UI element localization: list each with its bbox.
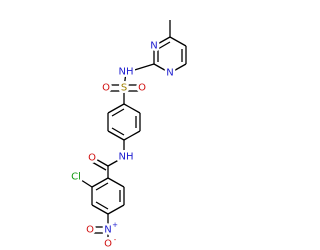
atom: N — [104, 225, 111, 236]
atom: N — [150, 41, 157, 52]
atom: O — [86, 225, 94, 236]
atom-labels: N N NH S O O NH O Cl N + O O - — [69, 38, 177, 250]
bonds — [77, 20, 187, 244]
atom: NH — [119, 67, 134, 78]
atom: N — [166, 68, 173, 79]
atom: O — [102, 83, 110, 94]
atom-charge: - — [114, 236, 117, 244]
atom: NH — [119, 152, 134, 163]
atom: Cl — [71, 172, 81, 183]
atom: S — [121, 83, 127, 94]
molecule: N N NH S O O NH O Cl N + O O - — [69, 20, 187, 250]
atom: O — [104, 239, 112, 250]
atom: O — [138, 83, 146, 94]
atom-charge: + — [112, 221, 118, 229]
atom: O — [88, 153, 96, 164]
